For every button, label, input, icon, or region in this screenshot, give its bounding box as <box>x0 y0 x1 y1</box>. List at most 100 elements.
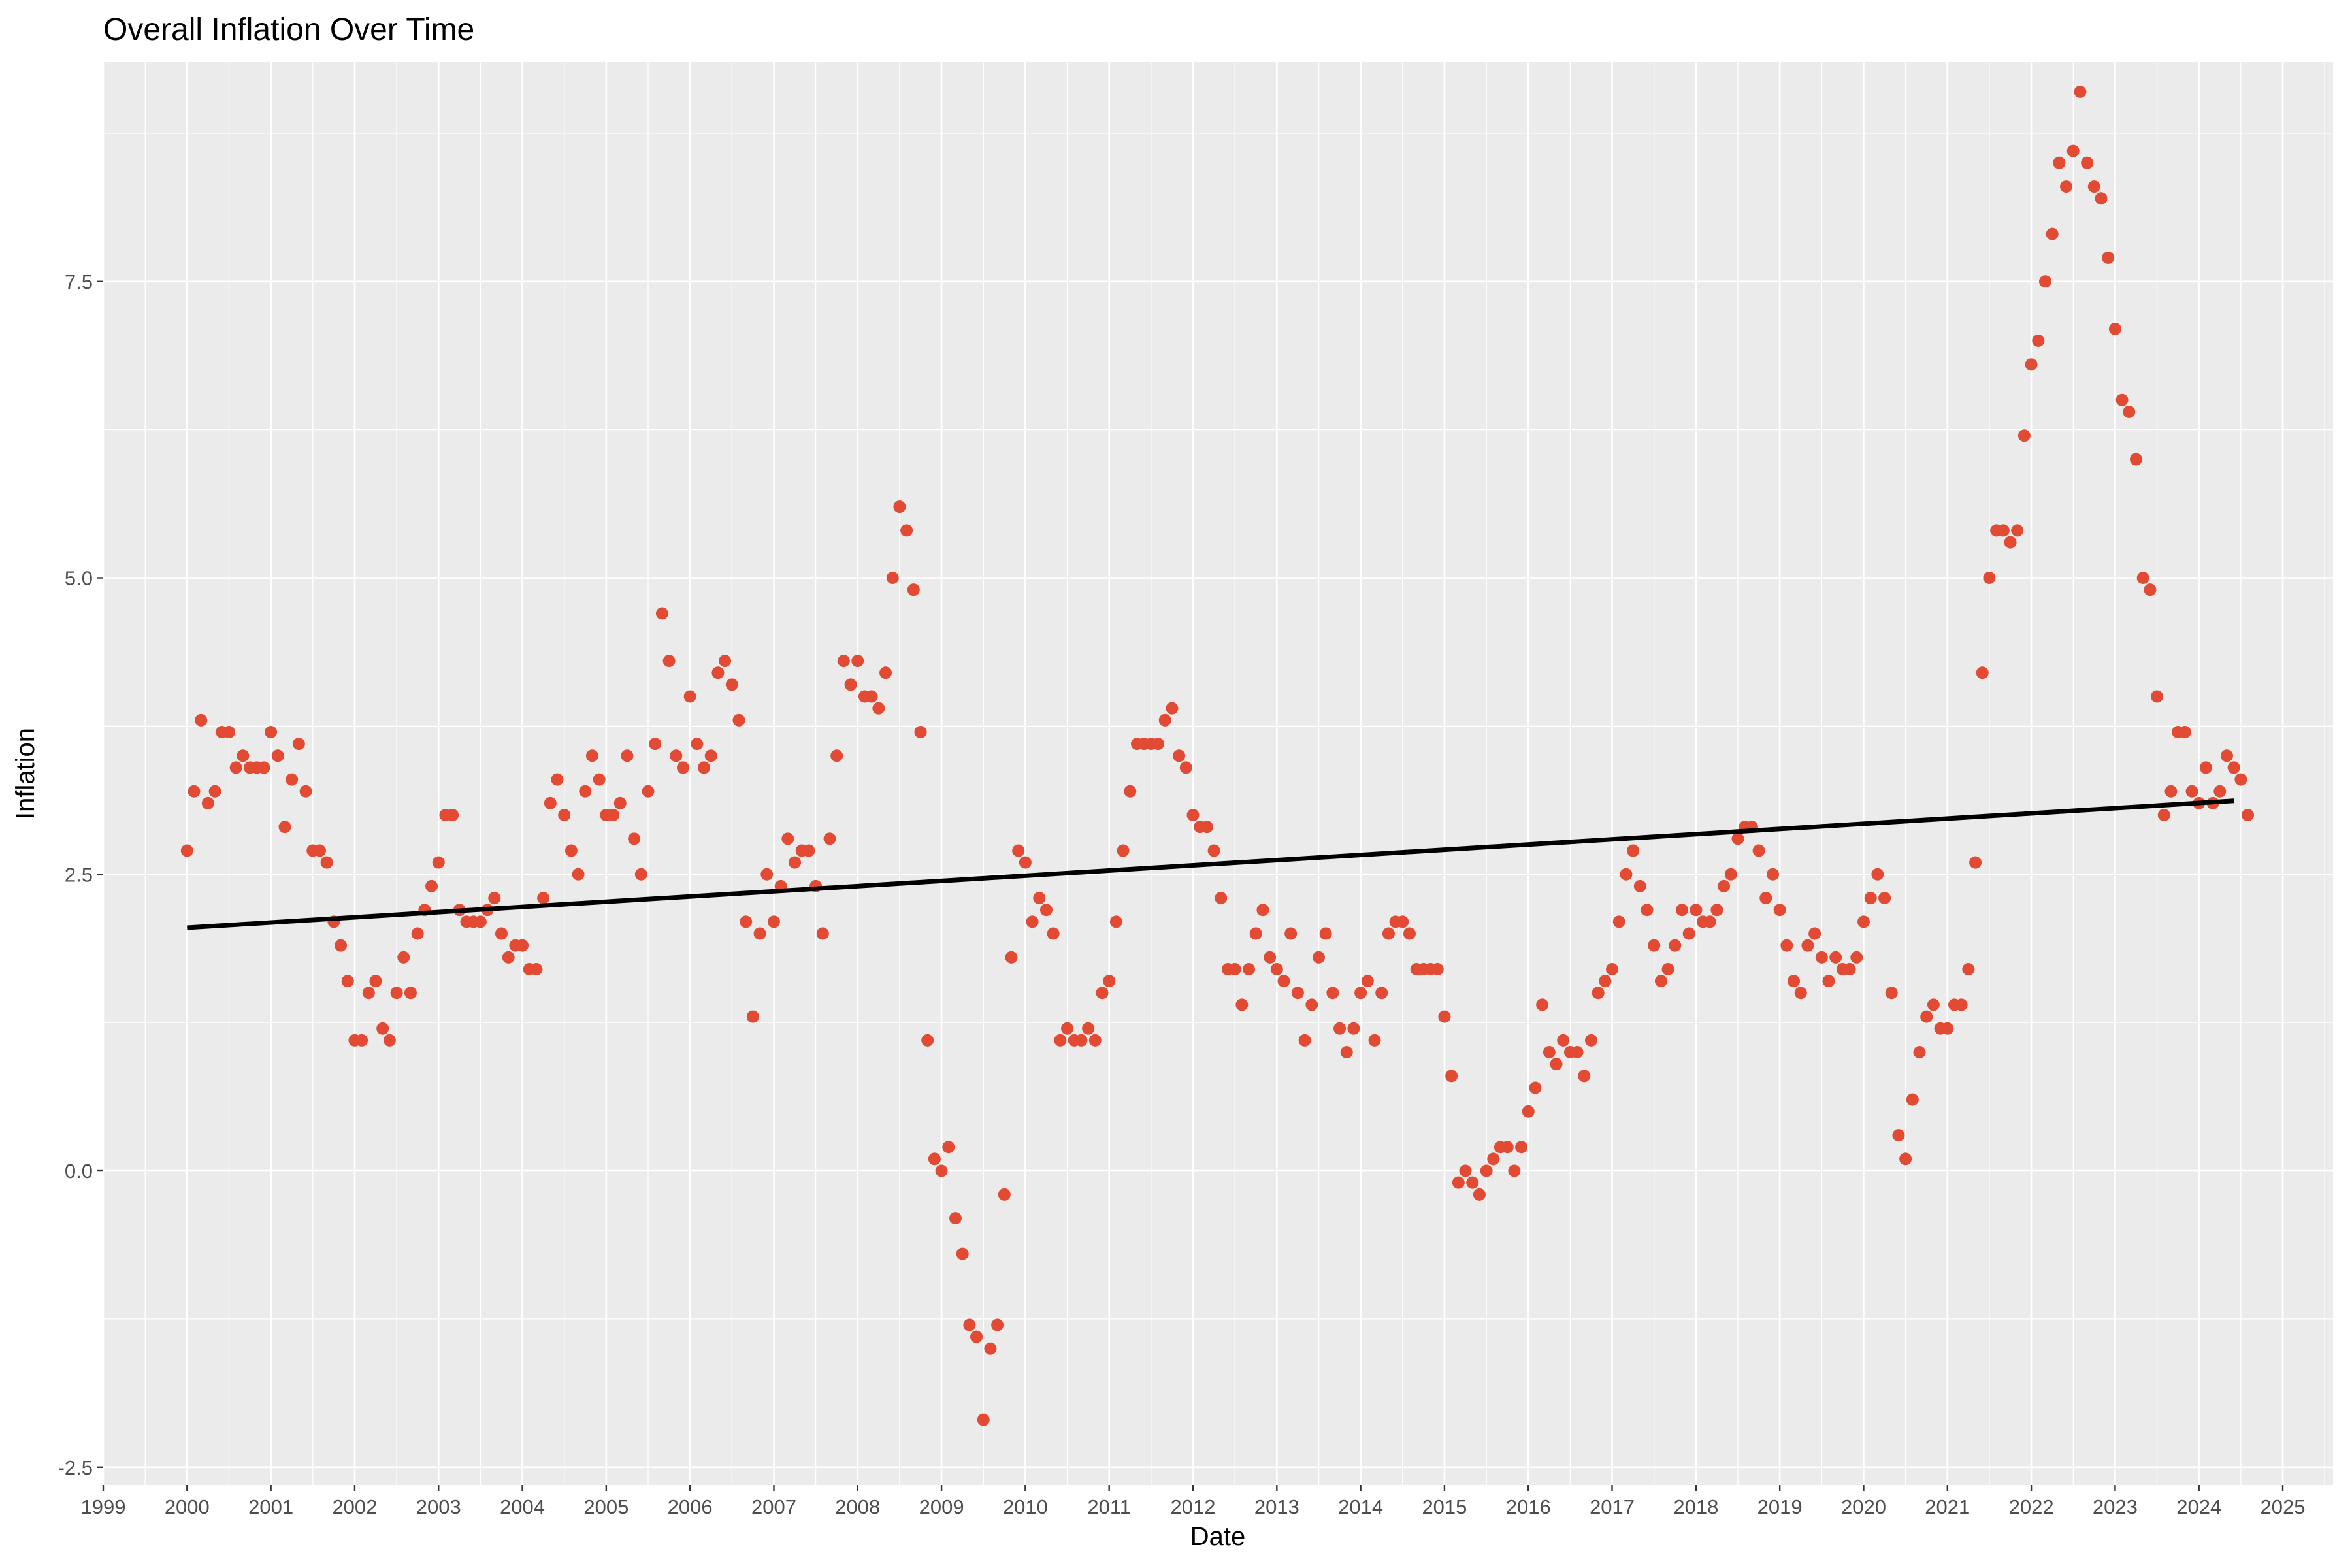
data-point <box>2234 773 2247 786</box>
data-point <box>1298 1034 1311 1047</box>
data-point <box>1976 666 1989 679</box>
data-point <box>1215 892 1228 905</box>
data-point <box>383 1034 396 1047</box>
data-point <box>2011 524 2024 537</box>
data-point <box>2004 536 2017 549</box>
data-point <box>390 987 403 1000</box>
data-point <box>2144 583 2157 596</box>
data-point <box>579 785 592 798</box>
data-point <box>970 1330 983 1343</box>
data-point <box>530 962 543 975</box>
data-point <box>921 1034 934 1047</box>
data-point <box>1801 939 1814 952</box>
plot-panel <box>103 62 2333 1485</box>
data-point <box>446 809 459 822</box>
data-point <box>551 773 564 786</box>
data-point <box>2213 785 2227 798</box>
data-point <box>1264 951 1277 964</box>
data-point <box>188 785 201 798</box>
data-point <box>2151 690 2164 703</box>
data-point <box>1703 915 1716 928</box>
data-point <box>725 678 738 691</box>
data-point <box>1557 1034 1570 1047</box>
data-point <box>1571 1046 1584 1059</box>
data-point <box>299 785 312 798</box>
data-point <box>977 1413 990 1426</box>
data-point <box>1347 1022 1360 1035</box>
data-point <box>683 690 696 703</box>
data-point <box>1375 987 1388 1000</box>
data-point <box>1179 761 1192 774</box>
data-point <box>2025 358 2038 371</box>
data-point <box>537 892 550 905</box>
data-point <box>676 761 689 774</box>
data-point <box>1403 927 1416 940</box>
data-point <box>1850 951 1863 964</box>
data-point <box>914 725 927 738</box>
data-point <box>180 844 193 857</box>
y-tick-label: -2.5 <box>58 1456 93 1479</box>
data-point <box>355 1034 368 1047</box>
data-point <box>844 678 857 691</box>
data-point <box>1075 1034 1088 1047</box>
data-point <box>1012 844 1025 857</box>
x-tick-label: 2021 <box>1925 1495 1970 1518</box>
data-point <box>1857 915 1870 928</box>
x-axis-title: Date <box>1190 1522 1246 1551</box>
data-point <box>564 844 578 857</box>
data-point <box>1808 927 1821 940</box>
data-point <box>2178 725 2191 738</box>
data-point <box>2053 156 2066 169</box>
data-point <box>335 939 348 952</box>
data-point <box>740 915 753 928</box>
data-point <box>642 785 655 798</box>
data-point <box>1487 1152 1500 1166</box>
data-point <box>1599 975 1612 988</box>
x-tick-label: 2024 <box>2176 1495 2221 1518</box>
x-tick-label: 2017 <box>1590 1495 1635 1518</box>
data-point <box>195 713 208 727</box>
data-point <box>1333 1022 1347 1035</box>
x-tick-label: 2003 <box>416 1495 461 1518</box>
data-point <box>1207 844 1220 857</box>
data-point <box>1962 962 1975 975</box>
data-point <box>1431 962 1444 975</box>
data-point <box>1152 738 1165 751</box>
data-point <box>991 1318 1004 1331</box>
data-point <box>411 927 424 940</box>
data-point <box>1396 915 1409 928</box>
data-point <box>558 809 571 822</box>
data-point <box>1039 904 1053 917</box>
data-point <box>1019 856 1032 869</box>
data-point <box>942 1141 955 1154</box>
data-point <box>376 1022 389 1035</box>
data-point <box>907 583 920 596</box>
data-point <box>1054 1034 1067 1047</box>
data-point <box>1955 998 1968 1011</box>
y-tick-label: 0.0 <box>65 1160 93 1183</box>
data-point <box>789 856 802 869</box>
data-point <box>1584 1034 1597 1047</box>
data-point <box>1340 1046 1353 1059</box>
data-point <box>516 939 529 952</box>
data-point <box>781 832 794 845</box>
data-point <box>963 1318 976 1331</box>
data-point <box>1508 1164 1521 1177</box>
data-point <box>1543 1046 1556 1059</box>
x-tick-label: 2022 <box>2009 1495 2054 1518</box>
x-tick-label: 2016 <box>1506 1495 1551 1518</box>
data-point <box>2164 785 2178 798</box>
data-point <box>1438 1010 1451 1023</box>
data-point <box>1284 927 1298 940</box>
data-point <box>2185 785 2198 798</box>
data-point <box>984 1342 997 1355</box>
data-point <box>2060 180 2073 193</box>
data-point <box>313 844 326 857</box>
data-point <box>746 1010 759 1023</box>
y-tick-label: 2.5 <box>65 863 93 886</box>
data-point <box>222 725 235 738</box>
data-point <box>886 572 899 585</box>
data-point <box>1326 987 1339 1000</box>
data-point <box>1633 879 1646 892</box>
trend-line-group <box>187 798 2234 930</box>
